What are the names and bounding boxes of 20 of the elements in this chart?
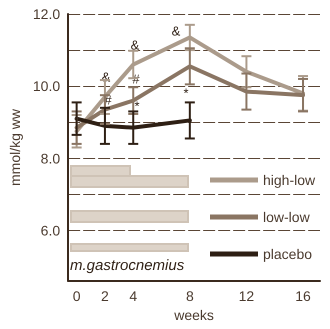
annotation: &	[130, 38, 140, 52]
x-tick-label: 12	[238, 288, 254, 304]
x-tick-label: 8	[186, 288, 194, 304]
x-tick-label: 0	[72, 288, 81, 304]
annotation: m.gastrocnemius	[70, 257, 185, 274]
x-tick-label: 16	[295, 288, 312, 304]
y-tick-label: 8.0	[40, 150, 60, 166]
annotation: &	[172, 24, 181, 38]
y-axis-title: mmol/kg ww	[7, 108, 23, 186]
x-tick-label: 2	[101, 288, 110, 304]
legend-label: high-low	[263, 172, 316, 188]
legend-label: low-low	[263, 209, 311, 225]
y-tick-label: 10.0	[32, 78, 60, 94]
y-tick-label: 6.0	[40, 222, 60, 238]
annotation: *	[183, 86, 189, 100]
legend-label: placebo	[263, 246, 312, 262]
x-tick-label: 4	[129, 288, 138, 304]
annotation: *	[134, 98, 140, 114]
y-tick-label: 12.0	[32, 6, 60, 22]
x-axis-title: weeks	[173, 306, 214, 323]
